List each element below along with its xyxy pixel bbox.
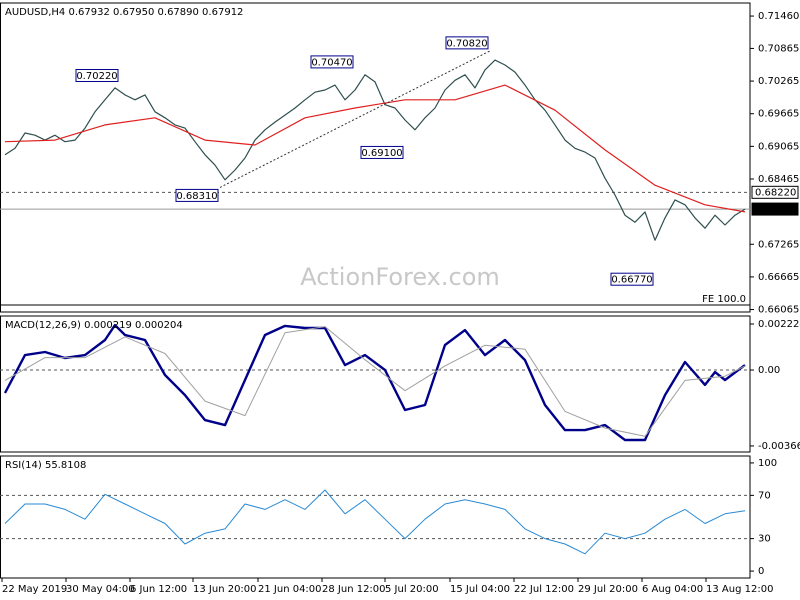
watermark: ActionForex.com xyxy=(300,263,500,291)
x-tick-label: 22 Jul 12:00 xyxy=(514,584,574,595)
y-tick-label: 0.002224 xyxy=(758,319,800,330)
panel-title: MACD(12,26,9) 0.000219 0.000204 xyxy=(5,320,183,331)
series-line xyxy=(4,84,746,213)
y-tick-label: 0.67265 xyxy=(758,239,799,250)
series-line xyxy=(4,326,746,437)
annotation-label: 0.69100 xyxy=(361,148,402,159)
annotation-label: 0.68310 xyxy=(176,191,217,202)
x-tick-label: 6 Aug 04:00 xyxy=(642,584,703,595)
y-tick-label: 0.69065 xyxy=(758,141,799,152)
y-tick-label: 0.68465 xyxy=(758,174,799,185)
panel-title: RSI(14) 55.8108 xyxy=(5,460,86,471)
level-label-box xyxy=(751,202,799,216)
series-line xyxy=(4,59,746,241)
level-label: 0.68220 xyxy=(755,187,796,198)
y-tick-label: 70 xyxy=(758,490,771,501)
x-tick-label: 13 Aug 12:00 xyxy=(706,584,773,595)
y-tick-label: 0.70265 xyxy=(758,76,799,87)
y-tick-label: 0.66065 xyxy=(758,305,799,316)
x-tick-label: 28 Jun 12:00 xyxy=(322,584,386,595)
y-tick-label: 0.70865 xyxy=(758,43,799,54)
annotation-box xyxy=(610,272,654,286)
x-tick-label: 21 Jun 04:00 xyxy=(258,584,322,595)
panel-frame xyxy=(0,315,751,453)
panel-frame xyxy=(0,455,751,579)
y-tick-label: 0.71460 xyxy=(758,11,799,22)
annotation-box xyxy=(75,69,119,83)
y-tick-label: 30 xyxy=(758,534,771,545)
annotation-box xyxy=(175,188,219,202)
x-tick-label: 6 Jun 12:00 xyxy=(130,584,187,595)
annotation-box xyxy=(360,145,404,159)
level-label: 0.67912 xyxy=(755,204,796,215)
y-tick-label: 0.66665 xyxy=(758,272,799,283)
annotation-label: 0.70470 xyxy=(311,57,352,68)
x-tick-label: 30 May 04:00 xyxy=(66,584,135,595)
fe-line xyxy=(219,50,491,188)
series-line xyxy=(4,489,746,555)
x-tick-label: 5 Jul 20:00 xyxy=(385,584,439,595)
panel-title: AUDUSD,H4 0.67932 0.67950 0.67890 0.6791… xyxy=(5,7,243,18)
x-tick-label: 22 May 2019 xyxy=(2,584,67,595)
y-tick-label: 0.00 xyxy=(758,365,780,376)
y-tick-label: -0.003667 xyxy=(758,441,800,452)
x-tick-label: 29 Jul 20:00 xyxy=(578,584,638,595)
series-line xyxy=(3,323,746,442)
annotation-label: 0.66770 xyxy=(611,275,652,286)
level-label-box xyxy=(751,185,799,199)
y-tick-label: 0 xyxy=(758,566,764,577)
panel-frame xyxy=(0,2,751,313)
annotation-box xyxy=(310,55,354,69)
annotation-label: 0.70220 xyxy=(76,71,117,82)
fe-label: FE 100.0 xyxy=(702,294,746,305)
annotation-box xyxy=(445,36,489,50)
x-tick-label: 13 Jun 20:00 xyxy=(193,584,257,595)
y-tick-label: 0.69665 xyxy=(758,109,799,120)
annotation-label: 0.70820 xyxy=(446,38,487,49)
x-tick-label: 15 Jul 04:00 xyxy=(450,584,510,595)
y-tick-label: 100 xyxy=(758,458,777,469)
